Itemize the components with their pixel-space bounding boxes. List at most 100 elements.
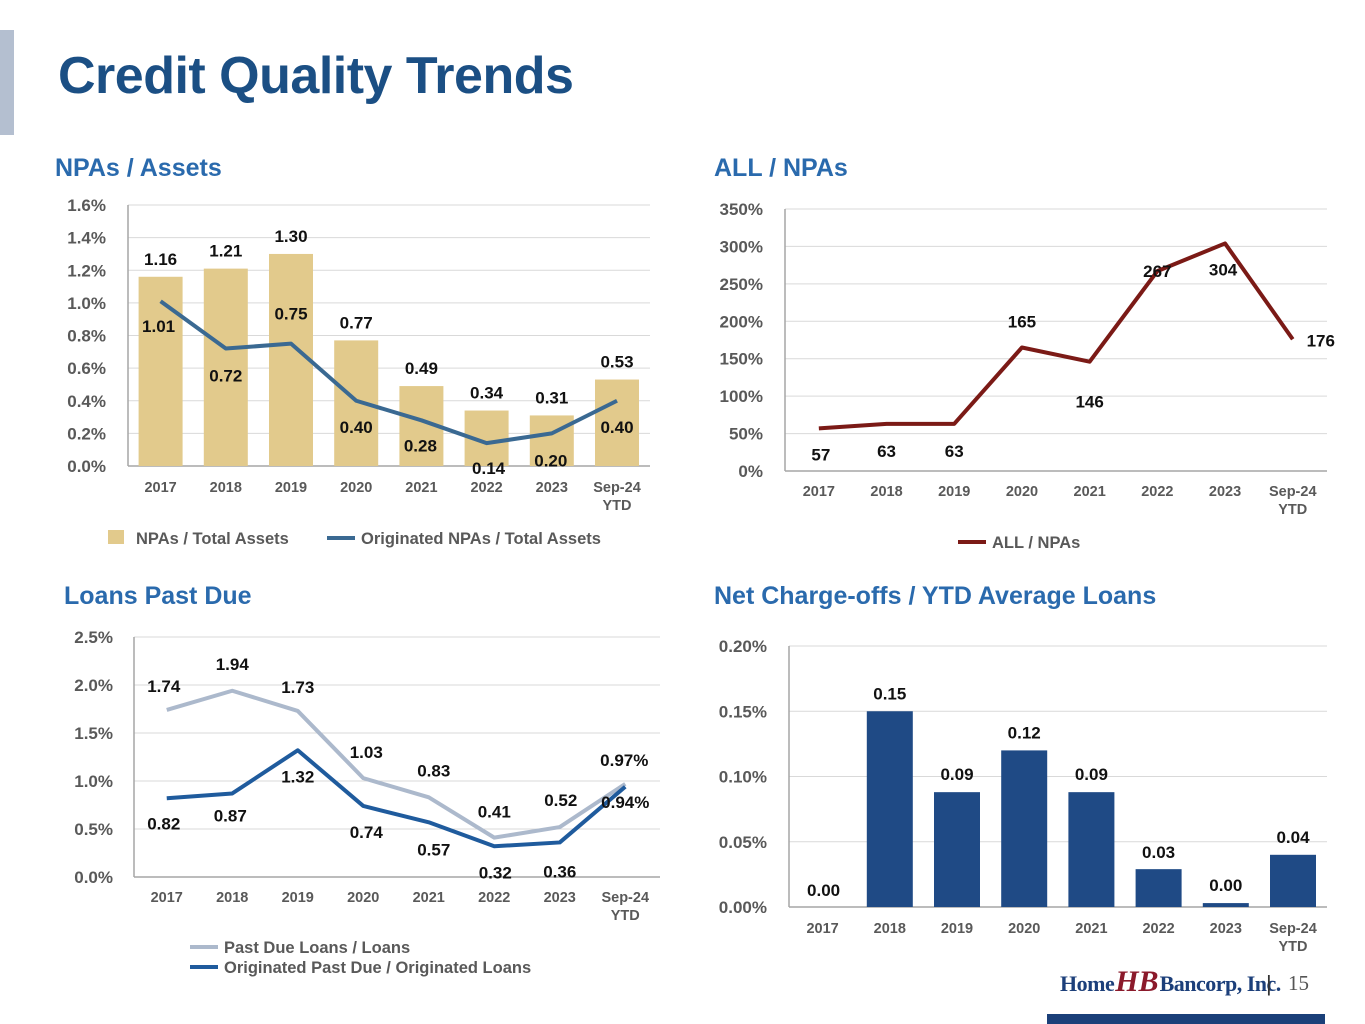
allnpas-data-label: 304 [1209, 260, 1238, 279]
pastdue-data-label: 0.52 [544, 791, 577, 810]
nco-x-tick-label: 2021 [1075, 921, 1107, 937]
page-title: Credit Quality Trends [58, 47, 574, 105]
npas-data-label: 0.49 [405, 359, 438, 378]
allnpas-y-tick-label: 300% [720, 237, 763, 256]
npas-data-label: 0.53 [600, 353, 633, 372]
allnpas-data-label: 63 [945, 442, 964, 461]
allnpas-x-tick-label: Sep-24 [1269, 484, 1317, 500]
npas-x-tick-label: YTD [603, 498, 632, 514]
logo-text-bancorp: Bancorp, Inc. [1159, 971, 1282, 996]
allnpas-x-tick-label: 2023 [1209, 484, 1241, 500]
allnpas-y-tick-label: 350% [720, 200, 763, 219]
allnpas-y-tick-label: 0% [738, 462, 763, 481]
allnpas-data-label: 146 [1075, 393, 1103, 412]
logo-text-home: Home [1060, 971, 1115, 996]
npas-x-tick-label: 2022 [470, 480, 502, 496]
pastdue-y-tick-label: 1.5% [74, 724, 113, 743]
nco-x-tick-label: 2017 [806, 921, 838, 937]
npas-legend-swatch [108, 530, 124, 544]
npas-data-label: 0.75 [274, 305, 307, 324]
pastdue-x-tick-label: 2020 [347, 890, 379, 906]
page-number: 15 [1288, 971, 1309, 995]
pastdue-data-label: 0.82 [147, 814, 180, 833]
pastdue-data-label: 1.94 [216, 655, 250, 674]
npas-data-label: 0.28 [404, 436, 437, 455]
nco-bar [866, 711, 913, 907]
npas-data-label: 0.40 [600, 418, 633, 437]
allnpas-data-label: 176 [1307, 331, 1335, 350]
nco-bar [1068, 792, 1115, 907]
logo-hb-mark: HB [1115, 965, 1159, 998]
allnpas-y-tick-label: 50% [729, 425, 763, 444]
npas-y-tick-label: 1.4% [67, 229, 106, 248]
pastdue-data-label: 0.83 [417, 761, 450, 780]
pastdue-data-label: 0.87 [214, 806, 247, 825]
npas-data-label: 0.31 [535, 388, 568, 407]
nco-x-tick-label: 2019 [941, 921, 973, 937]
allnpas-x-tick-label: YTD [1278, 502, 1307, 518]
nco-y-tick-label: 0.00% [719, 898, 767, 917]
npas-chart-title: NPAs / Assets [55, 154, 222, 182]
pastdue-data-label: 0.57 [417, 840, 450, 859]
nco-data-label: 0.09 [1075, 765, 1108, 784]
nco-data-label: 0.09 [940, 765, 973, 784]
footer-separator: | [1266, 971, 1272, 996]
pastdue-x-tick-label: 2018 [216, 890, 248, 906]
nco-bar [1135, 869, 1182, 907]
npas-y-tick-label: 0.8% [67, 327, 106, 346]
pastdue-y-tick-label: 1.0% [74, 772, 113, 791]
pastdue-series-line [166, 688, 627, 840]
allnpas-y-tick-label: 250% [720, 275, 763, 294]
allnpas-x-tick-label: 2022 [1141, 484, 1173, 500]
pastdue-data-label: 0.32 [479, 863, 512, 882]
npas-series-line [159, 299, 618, 446]
npas-x-tick-label: 2020 [340, 480, 372, 496]
nco-y-tick-label: 0.10% [719, 768, 767, 787]
pastdue-legend-label: Past Due Loans / Loans [224, 939, 410, 957]
pastdue-y-tick-label: 2.0% [74, 676, 113, 695]
nco-data-label: 0.00 [807, 881, 840, 900]
npas-x-tick-label: 2017 [144, 480, 176, 496]
allnpas-x-tick-label: 2018 [870, 484, 902, 500]
npas-y-tick-label: 1.2% [67, 261, 106, 280]
pastdue-x-tick-label: 2021 [413, 890, 445, 906]
allnpas-data-label: 165 [1008, 312, 1036, 331]
npas-data-label: 0.14 [472, 459, 506, 478]
nco-bar [1270, 854, 1316, 907]
past-due-chart-title: Loans Past Due [64, 582, 252, 610]
pastdue-data-label: 0.36 [543, 862, 576, 881]
npas-y-tick-label: 1.0% [67, 294, 106, 313]
nco-y-tick-label: 0.05% [719, 833, 767, 852]
pastdue-y-tick-label: 0.5% [74, 820, 113, 839]
accent-bar [0, 30, 14, 135]
npas-data-label: 0.40 [340, 418, 373, 437]
allnpas-y-tick-label: 150% [720, 350, 763, 369]
npas-y-tick-label: 0.6% [67, 359, 106, 378]
npas-bar [269, 253, 313, 466]
pastdue-x-tick-label: 2022 [478, 890, 510, 906]
allnpas-x-tick-label: 2020 [1006, 484, 1038, 500]
npas-bar [334, 340, 379, 466]
pastdue-y-tick-label: 2.5% [74, 628, 113, 647]
npas-data-label: 1.01 [142, 317, 175, 336]
company-logo: Home HB Bancorp, Inc. [1060, 965, 1282, 1003]
pastdue-data-label: 1.03 [350, 743, 383, 762]
allnpas-data-label: 63 [877, 442, 896, 461]
npas-data-label: 0.34 [470, 384, 504, 403]
nco-data-label: 0.04 [1276, 828, 1310, 847]
npas-data-label: 0.72 [209, 367, 242, 386]
npas-data-label: 1.16 [144, 250, 177, 269]
npas-data-label: 1.21 [209, 242, 242, 261]
allnpas-x-tick-label: 2017 [803, 484, 835, 500]
npas-x-tick-label: Sep-24 [593, 480, 641, 496]
pastdue-data-label: 0.41 [478, 803, 511, 822]
npas-bar [138, 276, 183, 466]
nco-y-tick-label: 0.20% [719, 637, 767, 656]
nco-x-tick-label: 2018 [874, 921, 906, 937]
nco-x-tick-label: 2020 [1008, 921, 1040, 937]
npas-y-tick-label: 0.0% [67, 457, 106, 476]
nco-data-label: 0.00 [1209, 876, 1242, 895]
npas-legend-label: Originated NPAs / Total Assets [361, 530, 601, 548]
nco-chart-title: Net Charge-offs / YTD Average Loans [714, 582, 1157, 610]
